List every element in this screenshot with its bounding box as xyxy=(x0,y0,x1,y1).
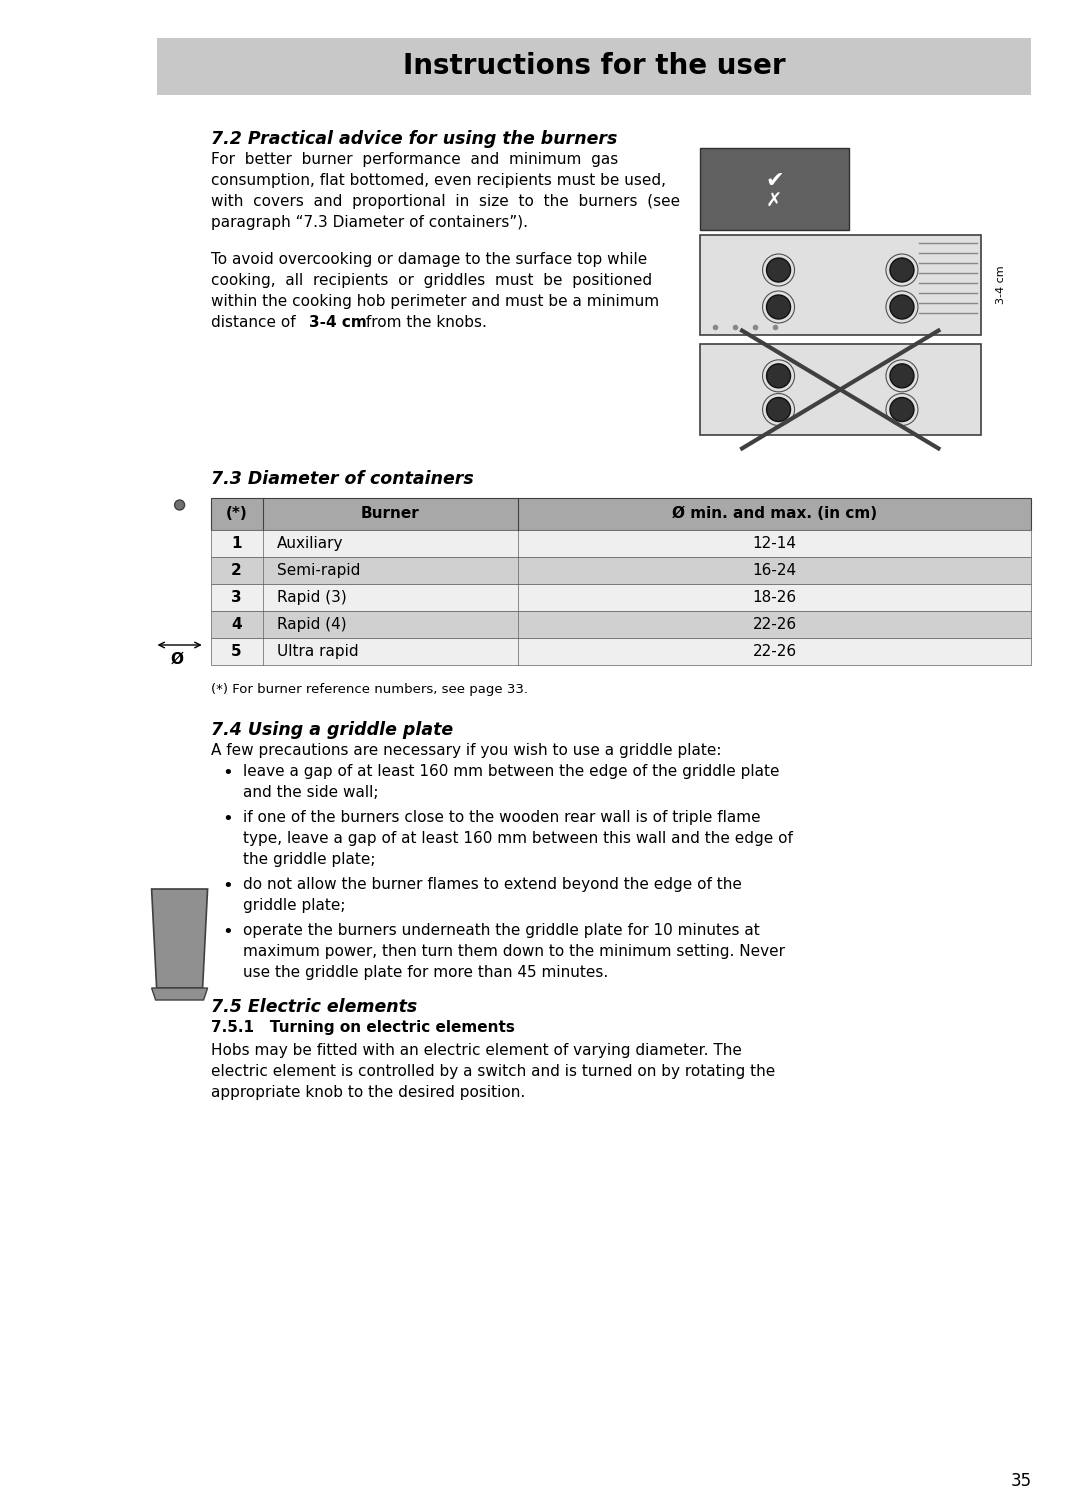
Text: the griddle plate;: the griddle plate; xyxy=(243,852,375,867)
Text: Hobs may be fitted with an electric element of varying diameter. The: Hobs may be fitted with an electric elem… xyxy=(211,1043,742,1058)
Text: 22-26: 22-26 xyxy=(753,644,797,659)
Text: Rapid (4): Rapid (4) xyxy=(276,616,347,632)
Text: distance of: distance of xyxy=(211,314,300,329)
Circle shape xyxy=(767,258,791,283)
Circle shape xyxy=(890,364,914,388)
Text: paragraph “7.3 Diameter of containers”).: paragraph “7.3 Diameter of containers”). xyxy=(211,215,528,230)
FancyBboxPatch shape xyxy=(211,638,1031,665)
Text: 22-26: 22-26 xyxy=(753,616,797,632)
Text: operate the burners underneath the griddle plate for 10 minutes at: operate the burners underneath the gridd… xyxy=(243,923,759,938)
Circle shape xyxy=(767,364,791,388)
Text: For  better  burner  performance  and  minimum  gas: For better burner performance and minimu… xyxy=(211,153,618,168)
Text: Ultra rapid: Ultra rapid xyxy=(276,644,359,659)
Text: griddle plate;: griddle plate; xyxy=(243,898,346,913)
Text: •: • xyxy=(222,810,233,828)
Text: •: • xyxy=(222,923,233,941)
Text: leave a gap of at least 160 mm between the edge of the griddle plate: leave a gap of at least 160 mm between t… xyxy=(243,765,779,780)
Text: consumption, flat bottomed, even recipients must be used,: consumption, flat bottomed, even recipie… xyxy=(211,172,665,187)
Text: 12-14: 12-14 xyxy=(753,536,797,552)
Text: 16-24: 16-24 xyxy=(753,564,797,579)
FancyBboxPatch shape xyxy=(700,148,849,230)
Text: 7.4 Using a griddle plate: 7.4 Using a griddle plate xyxy=(211,721,453,739)
Text: do not allow the burner flames to extend beyond the edge of the: do not allow the burner flames to extend… xyxy=(243,876,742,891)
FancyBboxPatch shape xyxy=(700,236,981,335)
Text: A few precautions are necessary if you wish to use a griddle plate:: A few precautions are necessary if you w… xyxy=(211,743,721,759)
FancyBboxPatch shape xyxy=(700,345,981,435)
Text: Ø: Ø xyxy=(171,651,184,666)
Text: 3-4 cm: 3-4 cm xyxy=(997,266,1007,304)
Text: with  covers  and  proportional  in  size  to  the  burners  (see: with covers and proportional in size to … xyxy=(211,193,679,209)
Text: 7.3 Diameter of containers: 7.3 Diameter of containers xyxy=(211,470,473,488)
Text: ✔: ✔ xyxy=(765,171,784,190)
Text: 7.5 Electric elements: 7.5 Electric elements xyxy=(211,997,417,1015)
Text: within the cooking hob perimeter and must be a minimum: within the cooking hob perimeter and mus… xyxy=(211,295,659,310)
Text: use the griddle plate for more than 45 minutes.: use the griddle plate for more than 45 m… xyxy=(243,966,608,981)
Text: electric element is controlled by a switch and is turned on by rotating the: electric element is controlled by a swit… xyxy=(211,1064,774,1079)
Text: 5: 5 xyxy=(231,644,242,659)
Circle shape xyxy=(767,295,791,319)
FancyBboxPatch shape xyxy=(157,38,1031,95)
Circle shape xyxy=(890,295,914,319)
Text: 1: 1 xyxy=(231,536,242,552)
Text: 18-26: 18-26 xyxy=(753,589,797,604)
FancyBboxPatch shape xyxy=(211,530,1031,558)
FancyBboxPatch shape xyxy=(211,583,1031,610)
Polygon shape xyxy=(151,888,207,988)
Circle shape xyxy=(175,500,185,511)
Circle shape xyxy=(890,397,914,422)
FancyBboxPatch shape xyxy=(211,499,1031,530)
Text: 3-4 cm: 3-4 cm xyxy=(309,314,366,329)
Text: Ø min. and max. (in cm): Ø min. and max. (in cm) xyxy=(672,506,877,521)
Text: and the side wall;: and the side wall; xyxy=(243,786,378,799)
Text: cooking,  all  recipients  or  griddles  must  be  positioned: cooking, all recipients or griddles must… xyxy=(211,273,651,289)
FancyBboxPatch shape xyxy=(211,610,1031,638)
Text: if one of the burners close to the wooden rear wall is of triple flame: if one of the burners close to the woode… xyxy=(243,810,760,825)
Text: •: • xyxy=(222,876,233,895)
Text: maximum power, then turn them down to the minimum setting. Never: maximum power, then turn them down to th… xyxy=(243,944,784,959)
Text: (*): (*) xyxy=(226,506,247,521)
Circle shape xyxy=(767,397,791,422)
Text: from the knobs.: from the knobs. xyxy=(361,314,486,329)
Text: 2: 2 xyxy=(231,564,242,579)
Text: Burner: Burner xyxy=(361,506,419,521)
Text: Instructions for the user: Instructions for the user xyxy=(403,53,785,80)
Text: 7.2 Practical advice for using the burners: 7.2 Practical advice for using the burne… xyxy=(211,130,617,148)
Text: ✗: ✗ xyxy=(766,192,782,210)
Text: appropriate knob to the desired position.: appropriate knob to the desired position… xyxy=(211,1085,525,1100)
Text: Rapid (3): Rapid (3) xyxy=(276,589,347,604)
Text: (*) For burner reference numbers, see page 33.: (*) For burner reference numbers, see pa… xyxy=(211,683,528,697)
Polygon shape xyxy=(151,988,207,1000)
Text: Auxiliary: Auxiliary xyxy=(276,536,343,552)
Text: •: • xyxy=(222,765,233,783)
Text: type, leave a gap of at least 160 mm between this wall and the edge of: type, leave a gap of at least 160 mm bet… xyxy=(243,831,793,846)
Text: 4: 4 xyxy=(231,616,242,632)
Text: 3: 3 xyxy=(231,589,242,604)
Text: 35: 35 xyxy=(1010,1472,1031,1490)
Text: 7.5.1   Turning on electric elements: 7.5.1 Turning on electric elements xyxy=(211,1020,514,1035)
Circle shape xyxy=(890,258,914,283)
FancyBboxPatch shape xyxy=(211,558,1031,583)
Text: To avoid overcooking or damage to the surface top while: To avoid overcooking or damage to the su… xyxy=(211,252,647,267)
Text: Semi-rapid: Semi-rapid xyxy=(276,564,360,579)
